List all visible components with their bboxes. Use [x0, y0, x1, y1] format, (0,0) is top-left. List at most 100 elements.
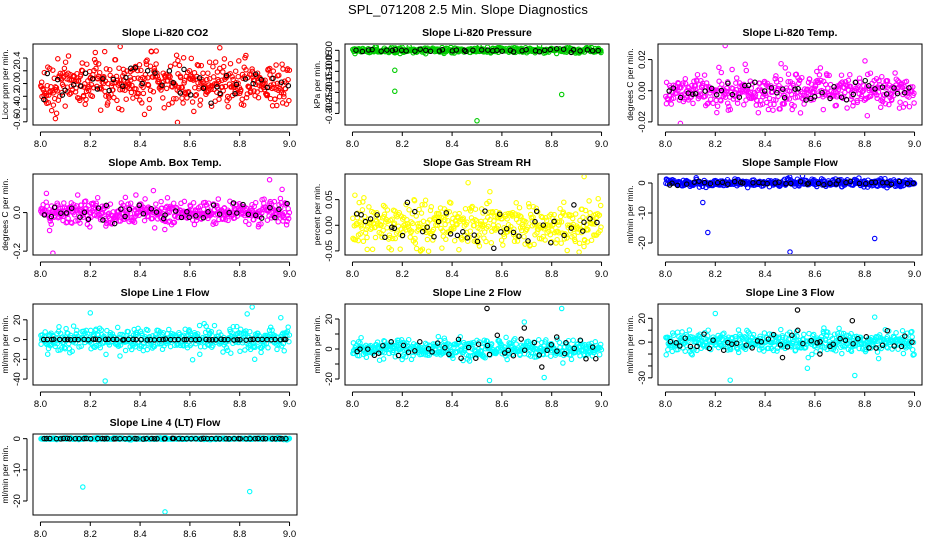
data-point	[204, 89, 210, 95]
selected-data-point	[118, 206, 124, 212]
selected-data-point	[234, 336, 241, 343]
data-point	[249, 68, 256, 75]
selected-data-point	[589, 48, 596, 54]
data-point	[167, 73, 173, 80]
data-point	[415, 226, 422, 233]
data-point	[179, 95, 185, 101]
selected-data-point	[170, 80, 176, 86]
data-point	[286, 332, 293, 338]
x-tick-label: 8.4	[758, 269, 771, 280]
data-point	[710, 100, 716, 107]
plot-frame	[32, 173, 298, 256]
x-tick-label: 9.0	[908, 139, 921, 150]
data-point	[89, 93, 96, 100]
data-point	[84, 331, 91, 337]
selected-data-point	[674, 182, 681, 189]
selected-data-point	[122, 213, 128, 220]
data-point	[74, 327, 80, 334]
selected-data-point	[41, 212, 48, 218]
y-tick-label: -0.2	[12, 243, 23, 259]
data-point	[548, 353, 554, 359]
selected-data-point	[465, 344, 472, 351]
selected-data-point	[358, 212, 364, 218]
data-point	[225, 217, 231, 224]
selected-data-point	[133, 336, 139, 343]
selected-data-point	[285, 82, 292, 89]
data-point	[56, 93, 63, 100]
selected-data-point	[424, 224, 430, 230]
selected-data-point	[77, 83, 84, 89]
selected-data-point	[405, 349, 412, 355]
data-point	[542, 237, 548, 243]
data-point	[195, 62, 202, 69]
data-point	[772, 76, 778, 82]
data-point	[166, 209, 173, 216]
x-tick-label: 8.0	[659, 269, 672, 280]
data-point	[445, 217, 451, 224]
selected-data-point	[276, 206, 282, 213]
data-point	[871, 235, 878, 242]
data-point	[705, 327, 711, 333]
x-tick-label: 8.0	[659, 139, 672, 150]
data-point	[171, 219, 178, 226]
selected-data-point	[814, 340, 820, 346]
data-point	[136, 62, 143, 68]
x-tick-label: 9.0	[283, 139, 296, 150]
data-point	[48, 107, 55, 114]
data-point	[729, 66, 735, 73]
data-point	[725, 334, 732, 340]
selected-data-point	[902, 333, 908, 339]
selected-data-point	[571, 202, 577, 208]
selected-data-point	[879, 84, 886, 90]
data-point	[230, 76, 236, 83]
data-point	[547, 222, 553, 228]
selected-data-point	[498, 229, 504, 235]
data-point	[56, 324, 62, 330]
data-point	[44, 351, 51, 357]
data-point	[142, 196, 148, 202]
selected-data-point	[153, 209, 160, 215]
selected-data-point	[443, 210, 450, 216]
selected-data-point	[208, 100, 214, 106]
data-point	[247, 328, 253, 335]
data-point	[903, 78, 910, 85]
data-point	[425, 248, 432, 254]
data-point	[558, 240, 564, 246]
data-point	[352, 192, 358, 198]
data-point	[285, 76, 291, 83]
data-point	[460, 215, 467, 221]
selected-data-point	[536, 352, 543, 358]
selected-data-point	[404, 199, 411, 206]
data-point	[206, 59, 213, 65]
selected-data-point	[781, 95, 788, 101]
selected-data-point	[399, 232, 406, 239]
data-point	[776, 82, 782, 89]
data-point	[54, 88, 60, 94]
data-point	[190, 77, 197, 83]
selected-data-point	[166, 68, 173, 74]
selected-data-point	[677, 343, 683, 349]
data-point	[812, 83, 819, 90]
selected-data-point	[548, 239, 554, 246]
data-point	[62, 103, 68, 109]
plot-frame	[657, 303, 923, 386]
selected-data-point	[172, 208, 179, 214]
data-point	[847, 71, 853, 78]
selected-data-point	[110, 76, 117, 83]
y-axis-title: degrees C per min.	[625, 48, 635, 120]
panel-title: Slope Line 4 (LT) Flow	[110, 417, 221, 429]
data-point	[682, 76, 689, 82]
selected-data-point	[736, 94, 743, 100]
data-point	[270, 68, 277, 74]
data-point	[581, 175, 587, 180]
selected-data-point	[842, 337, 849, 344]
data-point	[500, 242, 506, 248]
data-point	[122, 194, 129, 201]
data-point	[129, 82, 135, 89]
data-point	[498, 237, 505, 243]
data-point	[522, 241, 528, 247]
selected-data-point	[780, 86, 786, 92]
selected-data-point	[359, 48, 366, 55]
selected-data-point	[837, 335, 843, 342]
data-point	[117, 86, 123, 93]
